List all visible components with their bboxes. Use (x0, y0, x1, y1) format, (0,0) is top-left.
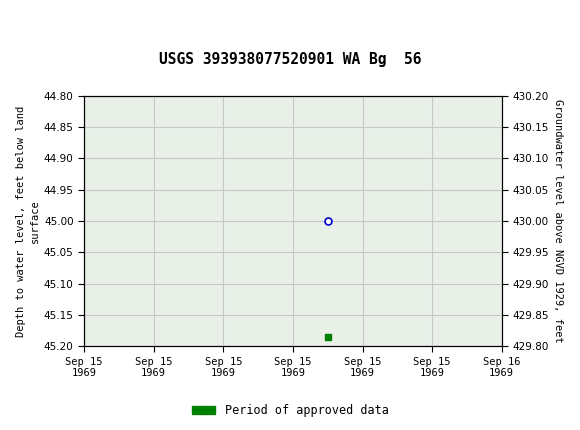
Legend: Period of approved data: Period of approved data (187, 399, 393, 422)
Y-axis label: Groundwater level above NGVD 1929, feet: Groundwater level above NGVD 1929, feet (553, 99, 563, 343)
Text: USGS: USGS (310, 10, 374, 30)
Text: USGS 393938077520901 WA Bg  56: USGS 393938077520901 WA Bg 56 (159, 52, 421, 67)
Y-axis label: Depth to water level, feet below land
surface: Depth to water level, feet below land su… (16, 105, 39, 337)
